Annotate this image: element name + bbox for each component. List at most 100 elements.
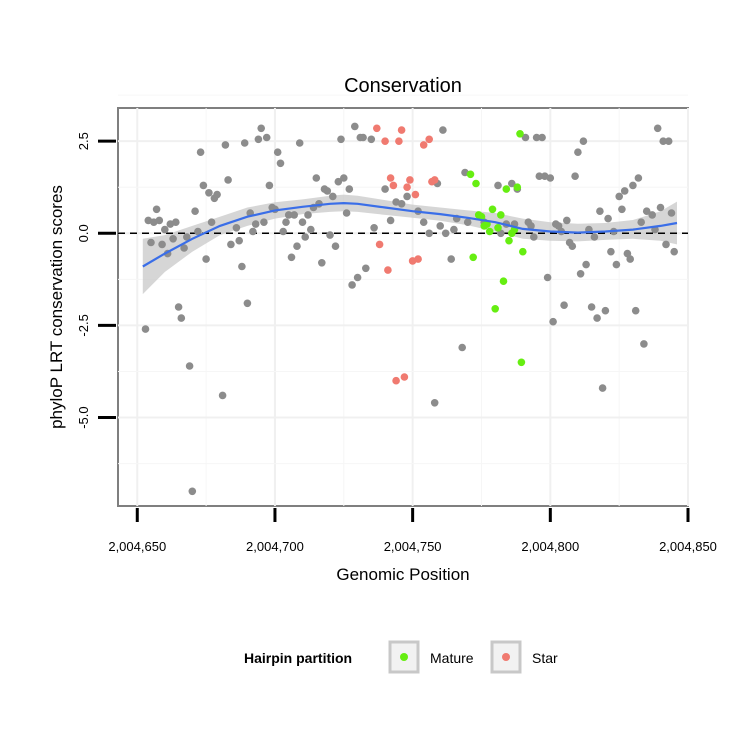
data-point-other bbox=[188, 487, 197, 496]
legend: Hairpin partition Mature Star bbox=[244, 640, 558, 674]
y-axis-label: phyloP LRT conservation scores bbox=[47, 185, 66, 429]
data-point-mature bbox=[472, 179, 480, 188]
data-point-star bbox=[395, 137, 403, 145]
data-point-other bbox=[458, 343, 467, 352]
data-point-other bbox=[323, 187, 332, 195]
data-point-other bbox=[307, 225, 315, 234]
data-point-other bbox=[430, 399, 439, 407]
data-point-star bbox=[397, 126, 406, 134]
data-point-other bbox=[172, 218, 180, 226]
y-tick-label: -5.0 bbox=[76, 406, 91, 428]
data-point-other bbox=[183, 233, 191, 241]
data-point-other bbox=[568, 242, 577, 250]
data-point-other bbox=[397, 200, 406, 208]
smooth-fit-line bbox=[142, 201, 678, 268]
data-point-other bbox=[549, 317, 557, 326]
data-point-other bbox=[604, 214, 612, 223]
data-point-other bbox=[227, 240, 235, 249]
data-point-other bbox=[191, 207, 199, 215]
data-point-mature bbox=[502, 185, 511, 193]
data-point-other bbox=[161, 225, 169, 234]
data-point-other bbox=[276, 159, 285, 168]
data-point-other bbox=[634, 174, 643, 182]
data-point-star bbox=[403, 183, 411, 191]
data-point-other bbox=[667, 209, 676, 217]
data-point-other bbox=[670, 247, 678, 256]
y-tick-label: 2.5 bbox=[76, 132, 91, 150]
data-point-other bbox=[538, 133, 546, 142]
y-tick-label: -2.5 bbox=[76, 314, 91, 336]
x-tick-label: 2,004,750 bbox=[384, 539, 442, 554]
data-point-other bbox=[590, 233, 599, 241]
data-point-other bbox=[527, 222, 535, 230]
data-point-other bbox=[254, 135, 263, 144]
data-point-other bbox=[331, 242, 340, 250]
data-point-other bbox=[508, 179, 516, 188]
data-point-other bbox=[659, 137, 667, 145]
data-point-other bbox=[596, 207, 604, 215]
data-point-other bbox=[367, 135, 376, 144]
data-point-other bbox=[353, 273, 362, 282]
x-tick-label: 2,004,850 bbox=[659, 539, 717, 554]
data-point-other bbox=[521, 133, 530, 142]
data-point-other bbox=[601, 306, 610, 315]
data-point-star bbox=[400, 373, 409, 381]
data-point-other bbox=[631, 306, 640, 315]
chart-title: Conservation bbox=[344, 75, 462, 97]
y-tick-label: 0.0 bbox=[76, 224, 91, 242]
data-point-other bbox=[530, 233, 538, 241]
data-point-other bbox=[351, 122, 359, 131]
data-point-other bbox=[194, 227, 202, 236]
data-point-mature bbox=[488, 205, 497, 214]
data-point-other bbox=[224, 176, 232, 184]
data-point-star bbox=[381, 137, 389, 145]
data-point-other bbox=[158, 240, 166, 249]
data-point-star bbox=[389, 181, 398, 190]
data-point-other bbox=[447, 255, 456, 263]
data-point-other bbox=[579, 137, 588, 145]
x-tick-label: 2,004,650 bbox=[108, 539, 166, 554]
confidence-band bbox=[142, 194, 678, 295]
data-point-other bbox=[295, 139, 304, 147]
data-point-other bbox=[587, 303, 596, 311]
data-point-other bbox=[598, 384, 607, 392]
data-point-mature bbox=[494, 224, 502, 232]
data-point-other bbox=[615, 192, 623, 201]
data-point-other bbox=[326, 231, 334, 239]
data-point-other bbox=[240, 139, 249, 147]
data-points bbox=[141, 122, 678, 496]
data-point-other bbox=[362, 264, 370, 273]
data-point-other bbox=[535, 172, 544, 180]
data-point-other bbox=[560, 301, 568, 310]
x-axis-ticks: 2,004,650 2,004,700 2,004,750 2,004,800 2,00… bbox=[108, 508, 717, 554]
data-point-star bbox=[375, 240, 384, 249]
data-point-other bbox=[342, 209, 351, 217]
x-tick-label: 2,004,700 bbox=[246, 539, 304, 554]
data-point-other bbox=[370, 224, 378, 232]
data-point-other bbox=[155, 216, 164, 225]
data-point-other bbox=[207, 218, 216, 226]
legend-marker-mature bbox=[400, 653, 408, 661]
data-point-other bbox=[532, 133, 541, 142]
data-point-star bbox=[373, 124, 381, 133]
data-point-other bbox=[199, 181, 208, 190]
data-point-other bbox=[450, 225, 458, 234]
data-point-other bbox=[177, 314, 186, 322]
data-point-other bbox=[235, 236, 243, 245]
data-point-other bbox=[664, 137, 673, 145]
data-point-other bbox=[463, 218, 472, 226]
data-point-other bbox=[640, 340, 648, 348]
data-point-other bbox=[221, 141, 230, 149]
data-point-other bbox=[436, 222, 445, 230]
data-point-other bbox=[653, 124, 662, 133]
data-point-other bbox=[265, 181, 274, 190]
data-point-other bbox=[348, 281, 356, 289]
data-point-other bbox=[593, 314, 601, 322]
data-point-other bbox=[287, 253, 296, 262]
data-point-other bbox=[441, 229, 450, 238]
data-point-other bbox=[147, 238, 155, 247]
data-point-other bbox=[196, 148, 205, 156]
data-point-other bbox=[141, 325, 150, 333]
data-point-other bbox=[571, 172, 579, 180]
